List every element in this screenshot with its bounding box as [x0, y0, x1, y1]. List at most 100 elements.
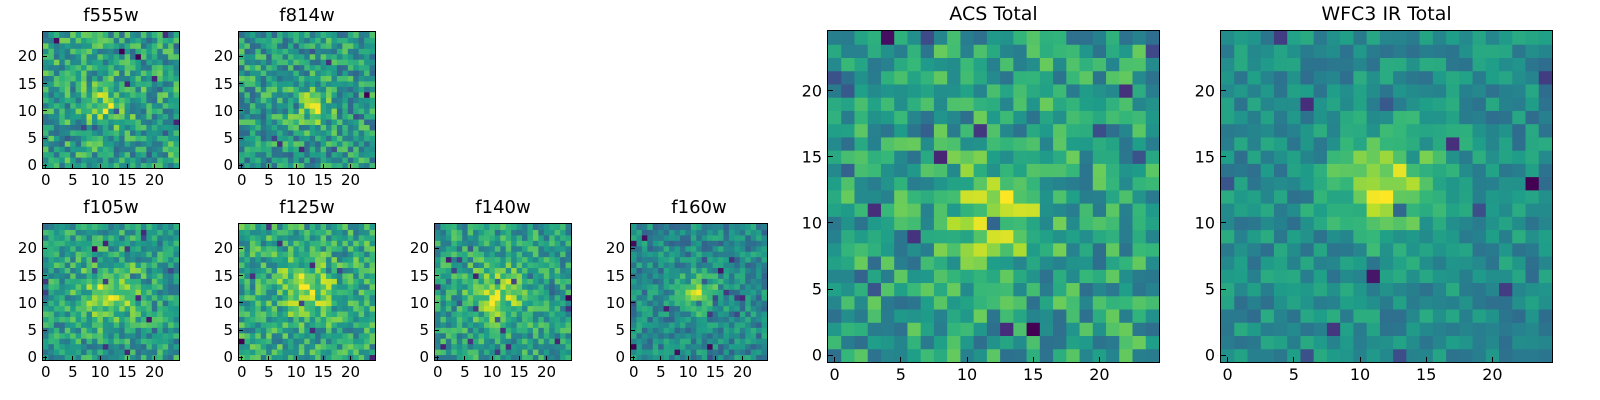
heatmap-cell [135, 262, 142, 269]
heatmap-cell [108, 321, 115, 328]
heatmap-cell [102, 37, 109, 44]
heatmap-cell [260, 64, 267, 71]
heatmap-cell [266, 256, 273, 263]
heatmap-cell [59, 129, 66, 136]
heatmap-cell [707, 251, 714, 258]
heatmap-cell [298, 300, 305, 307]
heatmap-cell [920, 309, 935, 323]
heatmap-cell [277, 135, 284, 142]
heatmap-cell [647, 316, 654, 323]
heatmap-cell [244, 91, 251, 98]
heatmap-cell [43, 146, 49, 153]
heatmap-cell [467, 267, 474, 274]
heatmap-cell [462, 327, 469, 334]
heatmap-cell [347, 267, 354, 274]
heatmap-cell [369, 278, 375, 285]
heatmap-cell [336, 80, 343, 87]
heatmap-cell [489, 234, 496, 241]
heatmap-cell [102, 146, 109, 153]
heatmap-cell [907, 348, 922, 362]
heatmap-cell [538, 262, 545, 269]
heatmap-cell [1393, 269, 1407, 284]
heatmap-cell [108, 59, 115, 66]
y-tick-mark [828, 156, 833, 158]
heatmap-cell [1053, 176, 1067, 191]
heatmap-cell [867, 229, 882, 244]
heatmap-cell [249, 37, 256, 44]
heatmap-cell [102, 59, 109, 66]
heatmap-cell [97, 113, 104, 120]
heatmap-cell [1273, 269, 1288, 284]
heatmap-cell [947, 176, 961, 191]
heatmap-cell [162, 32, 169, 38]
heatmap-cell [880, 163, 895, 178]
heatmap-cell [157, 48, 164, 55]
heatmap-cell [456, 256, 463, 263]
heatmap-cell [440, 278, 447, 285]
heatmap-cell [478, 272, 485, 279]
heatmap-cell [168, 75, 175, 82]
heatmap-cell [1013, 176, 1028, 191]
heatmap-cell [102, 349, 109, 356]
heatmap-cell [124, 86, 131, 93]
heatmap-cell [1106, 176, 1120, 191]
heatmap-cell [43, 289, 49, 296]
heatmap-cell [1066, 70, 1081, 85]
heatmap-cell [1393, 335, 1407, 350]
heatmap-cell [43, 48, 49, 55]
heatmap-cell [723, 224, 730, 230]
heatmap-cell [331, 283, 338, 290]
heatmap-cell [1393, 242, 1407, 257]
heatmap-cell [59, 283, 66, 290]
heatmap-cell [631, 343, 637, 350]
heatmap-cell [986, 348, 1001, 362]
heatmap-cell [140, 97, 147, 104]
heatmap-cell [271, 124, 278, 131]
heatmap-cell [1092, 110, 1107, 125]
heatmap-cell [244, 80, 251, 87]
heatmap-cell [75, 119, 82, 125]
heatmap-cell [522, 327, 528, 334]
heatmap-cell [543, 245, 550, 252]
heatmap-cell [282, 135, 289, 142]
heatmap-cell [287, 332, 294, 339]
y-tick-mark [828, 288, 833, 290]
heatmap-cell [151, 53, 158, 60]
heatmap-cell [554, 240, 561, 247]
heatmap-cell [239, 124, 245, 131]
heatmap-cell [543, 256, 550, 263]
heatmap-cell [1066, 136, 1081, 151]
heatmap-cell [86, 157, 93, 164]
heatmap-cell [679, 289, 686, 296]
heatmap-cell [64, 245, 71, 252]
heatmap-cell [260, 59, 267, 66]
heatmap-cell [309, 283, 316, 290]
heatmap-cell [1525, 189, 1540, 204]
heatmap-cell [255, 42, 262, 49]
heatmap-cell [249, 262, 256, 269]
heatmap-cell [1406, 322, 1421, 337]
heatmap-cell [282, 321, 289, 328]
heatmap-cell [358, 343, 365, 350]
heatmap-cell [1499, 322, 1513, 337]
heatmap-cell [162, 113, 169, 120]
heatmap-cell [64, 97, 71, 104]
heatmap-cell [249, 267, 256, 274]
heatmap-cell [745, 278, 752, 285]
heatmap-cell [685, 224, 692, 230]
y-tick-label: 20 [213, 239, 233, 258]
heatmap-cell [255, 283, 262, 290]
heatmap-cell [505, 234, 512, 241]
heatmap-cell [1300, 163, 1315, 178]
heatmap-cell [718, 316, 724, 323]
heatmap-cell [473, 349, 480, 356]
heatmap-cell [854, 83, 869, 98]
heatmap-cell [641, 294, 648, 301]
heatmap-cell [135, 272, 142, 279]
heatmap-cell [364, 300, 371, 307]
heatmap-cell [1366, 348, 1381, 362]
heatmap-cell [135, 75, 142, 82]
heatmap-cell [1340, 163, 1354, 178]
heatmap-cell [1393, 348, 1407, 362]
heatmap-cell [244, 146, 251, 153]
